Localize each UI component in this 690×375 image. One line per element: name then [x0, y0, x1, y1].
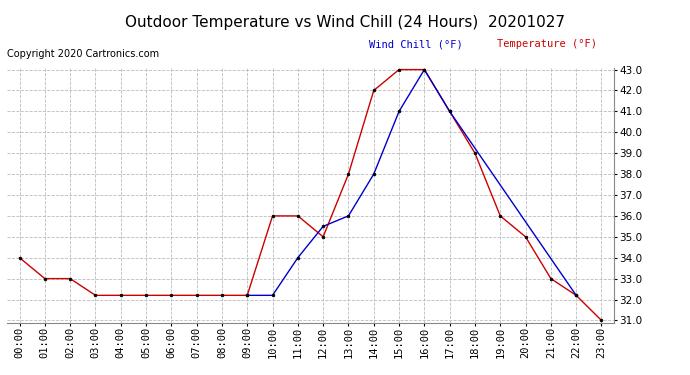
Text: Wind Chill (°F): Wind Chill (°F)	[369, 39, 463, 50]
Text: Copyright 2020 Cartronics.com: Copyright 2020 Cartronics.com	[7, 49, 159, 59]
Text: Outdoor Temperature vs Wind Chill (24 Hours)  20201027: Outdoor Temperature vs Wind Chill (24 Ho…	[125, 15, 565, 30]
Text: Temperature (°F): Temperature (°F)	[497, 39, 597, 50]
